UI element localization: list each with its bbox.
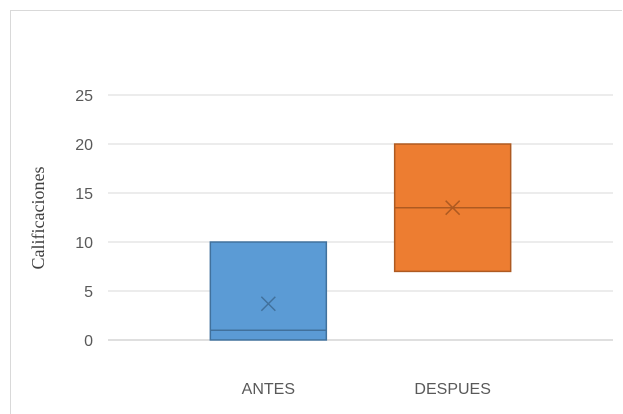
x-tick-despues: DESPUES [414, 381, 490, 398]
x-tick-antes: ANTES [242, 381, 295, 398]
gridlines [108, 94, 613, 341]
chart-frame [10, 10, 622, 414]
y-tick-labels: 0 5 10 15 20 25 [75, 88, 93, 350]
y-tick-25: 25 [75, 88, 93, 105]
boxes [209, 143, 512, 341]
y-tick-10: 10 [75, 235, 93, 252]
y-tick-20: 20 [75, 137, 93, 154]
box-rect-antes [209, 241, 328, 341]
x-tick-labels: ANTES DESPUES [242, 381, 491, 398]
box-despues [393, 143, 512, 273]
mean-marker-despues [445, 200, 461, 216]
mean-marker-antes [260, 296, 276, 312]
box-antes [209, 241, 328, 341]
y-tick-5: 5 [84, 284, 93, 301]
y-tick-0: 0 [84, 333, 93, 350]
y-tick-15: 15 [75, 186, 93, 203]
y-axis-label: Calificaciones [28, 167, 48, 270]
